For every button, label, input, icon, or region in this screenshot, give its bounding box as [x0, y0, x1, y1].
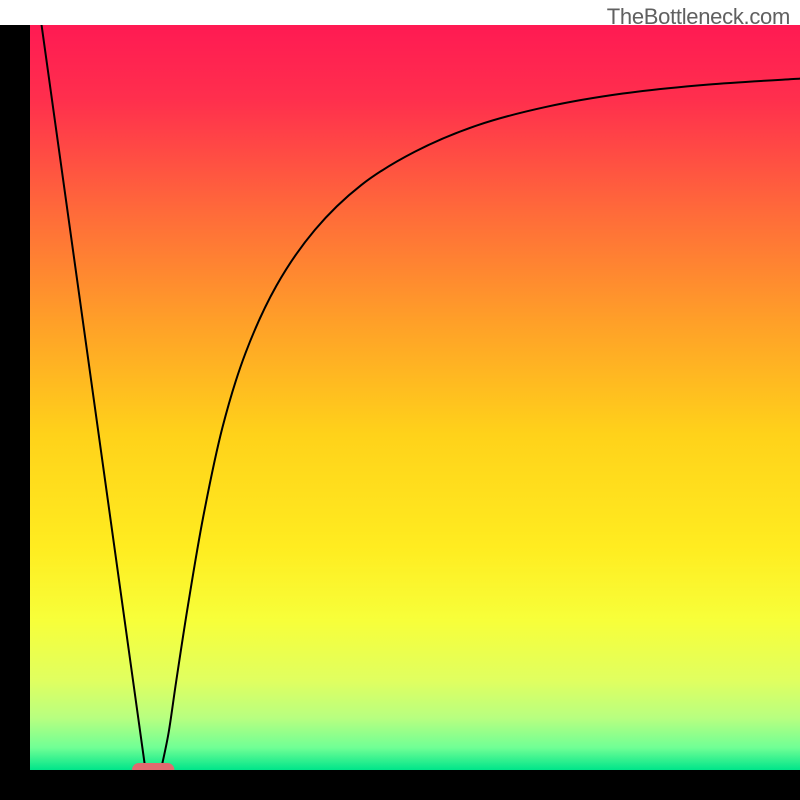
bottleneck-chart — [0, 0, 800, 800]
watermark-text: TheBottleneck.com — [607, 4, 790, 30]
chart-container: TheBottleneck.com — [0, 0, 800, 800]
